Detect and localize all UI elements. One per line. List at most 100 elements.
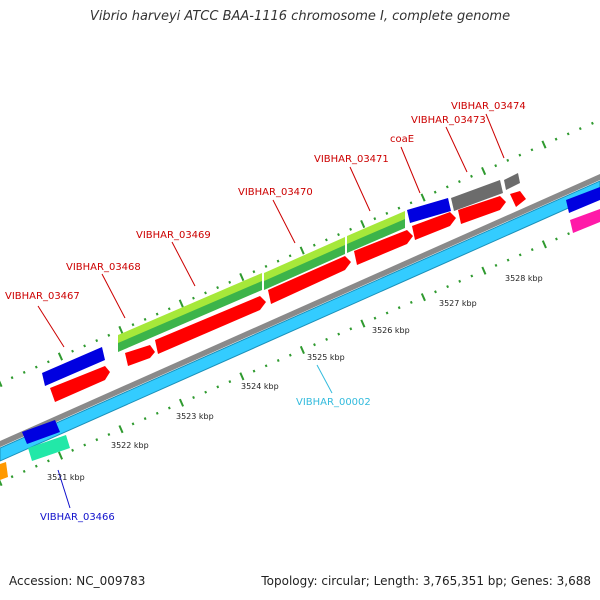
inner-scale-tick [349,327,353,331]
outer-scale-tick [457,180,461,184]
inner-scale-tick [107,432,111,437]
inner-scale-tick [397,306,401,310]
outer-scale-tick [107,333,111,337]
feature-magenta[interactable] [570,209,600,233]
outer-scale-tick [131,323,135,327]
outer-scale-tick [360,219,366,229]
outer-scale-tick [324,238,328,242]
inner-scale-tick [118,425,124,434]
inner-scale-tick [446,285,450,289]
inner-scale-tick [155,411,159,415]
outer-scale-tick [252,270,256,274]
feature-vibhar-03467-blue[interactable] [42,347,105,386]
scale-label-3521: 3521 kbp [47,473,85,482]
feature-vibhar-03473-red[interactable] [458,196,506,224]
outer-scale-tick [143,317,147,321]
scale-label-3528: 3528 kbp [505,274,543,283]
inner-scale-tick [360,319,366,328]
tick-marks [0,121,595,487]
feature-vibhar-03470-lightgreen[interactable] [264,237,345,281]
label-vibhar-00002[interactable]: VIBHAR_00002 [296,397,371,408]
inner-scale-tick [276,359,280,362]
outer-scale-tick [506,158,510,162]
feature-vibhar-03467-red[interactable] [50,366,110,402]
inner-scale-tick [71,448,75,452]
outer-scale-tick [349,227,353,231]
inner-scale-tick [313,343,316,347]
feature-vibhar-03473-gray[interactable] [451,180,503,211]
feature-right-blue[interactable] [566,187,600,213]
outer-scale-tick [83,344,87,348]
map-title: Vibrio harveyi ATCC BAA-1116 chromosome … [89,9,511,24]
inner-scale-tick [10,475,14,479]
feature-vibhar-03468-red[interactable] [125,345,155,366]
outer-scale-tick [420,193,426,202]
inner-scale-tick [228,380,232,384]
inner-scale-tick [494,263,498,267]
inner-scale-tick [216,385,220,389]
backbone-track [0,174,600,447]
inner-scale-tick [337,332,341,336]
feature-vibhar-03469-lightgreen[interactable] [118,273,262,343]
feature-vibhar-03471-lightgreen[interactable] [347,211,405,244]
inner-scale-tick [167,406,171,410]
outer-scale-tick [494,164,498,168]
label-coae[interactable]: coaE [390,134,414,145]
feature-vibhar-03469-red[interactable] [155,296,266,354]
outer-scale-tick [373,217,377,221]
feature-vibhar-03470-green[interactable] [264,244,345,290]
label-vibhar-03466[interactable]: VIBHAR_03466 [40,512,115,523]
inner-scale-tick [95,438,99,442]
inner-scale-tick [178,398,185,407]
outer-scale-tick [566,132,570,136]
outer-scale-tick [34,365,38,369]
inner-scale-tick [420,293,426,302]
outer-scale-tick [155,312,159,316]
inner-scale-tick [0,479,3,487]
inner-scale-tick [555,237,558,241]
outer-scale-tick [470,174,473,178]
scale-label-3522: 3522 kbp [111,441,149,450]
feature-vibhar-03466-teal[interactable] [28,435,70,461]
inner-scale-tick [252,369,256,373]
inner-scale-tick [57,451,64,460]
label-vibhar-03470[interactable]: VIBHAR_03470 [238,187,313,198]
feature-vibhar-03471-green[interactable] [347,218,405,253]
scale-label-3525: 3525 kbp [307,353,345,362]
feature-vibhar-03469-green[interactable] [118,280,262,352]
feature-vibhar-03470-red[interactable] [268,256,351,304]
label-vibhar-03473[interactable]: VIBHAR_03473 [411,115,486,126]
label-vibhar-03468[interactable]: VIBHAR_03468 [66,262,141,273]
feature-coae-blue[interactable] [407,198,451,223]
outer-scale-tick [481,166,487,176]
accession-text: Accession: NC_009783 [9,574,146,588]
outer-scale-tick [578,127,582,131]
outer-scale-tick [95,339,99,343]
feature-vibhar-03466-blue[interactable] [22,420,60,444]
inner-scale-tick [434,290,437,294]
outer-scale-tick [530,148,534,152]
inner-scale-tick [288,353,292,357]
label-vibhar-03467[interactable]: VIBHAR_03467 [5,291,80,302]
feature-vibhar-03471-red[interactable] [354,230,413,265]
label-vibhar-03471[interactable]: VIBHAR_03471 [314,154,389,165]
feature-coae-red[interactable] [412,212,456,240]
outer-scale-tick [554,137,558,141]
outer-scale-tick [337,233,340,237]
outer-scale-tick [385,211,389,215]
inner-scale-tick [458,279,462,283]
inner-scale-tick [373,316,377,320]
feature-vibhar-00002[interactable] [0,180,600,462]
inner-scale-tick [239,372,245,381]
feature-vibhar-03474-gray[interactable] [504,173,520,190]
scale-label-3524: 3524 kbp [241,382,279,391]
outer-scale-tick [57,352,64,361]
feature-vibhar-03474-red[interactable] [510,191,526,207]
outer-scale-tick [167,307,171,311]
feature-orange[interactable] [0,462,8,480]
label-vibhar-03474[interactable]: VIBHAR_03474 [451,101,526,112]
inner-scale-tick [409,300,413,304]
outer-scale-tick [22,370,26,374]
label-vibhar-03469[interactable]: VIBHAR_03469 [136,230,211,241]
